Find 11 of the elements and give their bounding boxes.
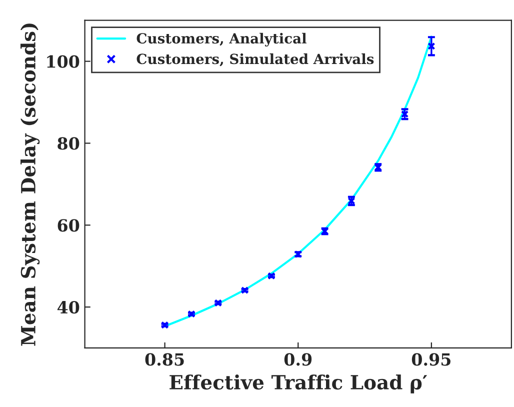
y-tick-label: 60: [58, 219, 80, 232]
y-tick-label: 100: [47, 55, 80, 68]
x-axis-title: Effective Traffic Load ρ′: [170, 374, 428, 394]
y-tick-label: 40: [57, 300, 80, 314]
x-tick-label: 0.9: [284, 353, 312, 366]
y-axis-title: Mean System Delay (seconds): [20, 24, 40, 346]
legend-label: Customers, Simulated Arrivals: [136, 53, 374, 66]
legend-label: Customers, Analytical: [136, 32, 306, 46]
x-tick-label: 0.95: [412, 353, 450, 366]
x-tick-label: 0.85: [145, 353, 184, 366]
y-tick-label: 80: [58, 137, 80, 150]
